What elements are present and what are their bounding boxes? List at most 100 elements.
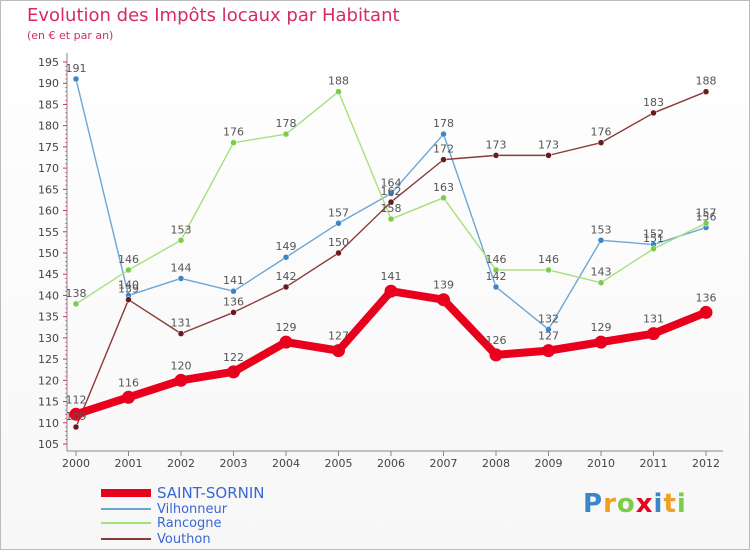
y-tick-label: 170 — [38, 162, 59, 175]
data-label-vilhonneur: 153 — [591, 223, 612, 236]
legend-item-vouthon: Vouthon — [101, 531, 211, 547]
y-tick-label: 130 — [38, 332, 59, 345]
data-point-rancogne — [597, 279, 605, 286]
data-point-saint-sornin — [122, 390, 135, 404]
data-point-saint-sornin — [594, 335, 608, 349]
data-point-saint-sornin — [699, 305, 713, 319]
data-point-vilhonneur — [177, 275, 185, 282]
proxiti-logo: Proxiti — [583, 489, 687, 519]
data-label-vilhonneur: 164 — [381, 177, 402, 190]
data-label-vouthon: 188 — [696, 75, 717, 88]
data-point-rancogne — [335, 88, 342, 95]
data-label-rancogne: 158 — [381, 202, 402, 215]
x-tick-label: 2008 — [482, 457, 510, 470]
y-tick-label: 150 — [38, 247, 59, 260]
data-point-vouthon — [650, 109, 657, 117]
data-label-vilhonneur: 152 — [643, 228, 664, 241]
legend-label-rancogne: Rancogne — [157, 515, 222, 531]
x-tick-label: 2007 — [430, 457, 458, 470]
y-tick-label: 125 — [38, 353, 59, 366]
data-point-vouthon — [177, 330, 185, 337]
data-point-rancogne — [702, 220, 710, 227]
data-label-rancogne: 157 — [696, 206, 717, 219]
data-label-vilhonneur: 149 — [276, 240, 297, 253]
data-label-rancogne: 146 — [538, 253, 559, 266]
data-point-vilhonneur — [440, 130, 447, 138]
data-label-saint-sornin: 131 — [643, 313, 664, 326]
data-label-saint-sornin: 127 — [328, 330, 349, 343]
data-label-vouthon: 139 — [118, 283, 139, 296]
data-point-saint-sornin — [332, 344, 345, 358]
series-line-saint-sornin — [72, 287, 710, 419]
logo-letter: i — [653, 489, 664, 519]
data-point-vilhonneur — [282, 253, 290, 261]
data-label-vilhonneur: 140 — [118, 278, 139, 291]
x-tick-label: 2009 — [535, 457, 563, 470]
data-label-saint-sornin: 136 — [696, 291, 717, 304]
x-tick-label: 2010 — [587, 457, 615, 470]
data-label-rancogne: 153 — [171, 223, 192, 236]
data-label-rancogne: 178 — [276, 117, 297, 130]
data-point-rancogne — [387, 215, 395, 223]
data-point-vouthon — [387, 198, 395, 206]
data-label-vouthon: 162 — [381, 185, 402, 198]
legend-label-saint-sornin: SAINT-SORNIN — [157, 484, 265, 502]
logo-letter: t — [663, 489, 677, 519]
legend-label-vilhonneur: Vilhonneur — [157, 501, 228, 517]
data-point-rancogne — [72, 300, 80, 308]
data-point-vouthon — [125, 296, 132, 303]
data-label-saint-sornin: 126 — [486, 334, 507, 347]
data-point-rancogne — [650, 245, 657, 253]
data-label-vouthon: 173 — [486, 138, 507, 151]
data-label-vouthon: 150 — [328, 236, 349, 249]
data-point-saint-sornin — [227, 365, 240, 379]
logo-letter: P — [583, 489, 604, 519]
logo-letter: o — [616, 489, 636, 519]
data-label-saint-sornin: 127 — [538, 330, 559, 343]
data-label-vouthon: 131 — [171, 317, 192, 330]
x-tick-label: 2002 — [167, 457, 195, 470]
data-label-saint-sornin: 120 — [171, 359, 192, 372]
data-label-rancogne: 143 — [591, 266, 612, 279]
data-label-saint-sornin: 122 — [223, 351, 244, 364]
data-point-rancogne — [177, 237, 185, 244]
data-point-vilhonneur — [545, 326, 552, 333]
data-point-rancogne — [125, 266, 132, 274]
y-tick-label: 155 — [38, 226, 59, 239]
data-label-vilhonneur: 178 — [433, 117, 454, 130]
data-label-vouthon: 136 — [223, 295, 244, 308]
data-point-rancogne — [492, 266, 500, 274]
data-point-saint-sornin — [647, 327, 660, 341]
data-point-vilhonneur — [230, 287, 237, 295]
legend-item-vilhonneur: Vilhonneur — [101, 501, 227, 517]
data-point-saint-sornin — [384, 284, 398, 298]
x-tick-label: 2012 — [692, 457, 720, 470]
data-label-vilhonneur: 144 — [171, 261, 192, 274]
legend-item-saint-sornin: SAINT-SORNIN — [101, 484, 265, 502]
logo-letter: i — [676, 489, 687, 519]
data-label-vouthon: 109 — [66, 410, 87, 423]
data-label-rancogne: 146 — [118, 253, 139, 266]
data-point-vilhonneur — [387, 190, 395, 197]
x-tick-label: 2005 — [325, 457, 353, 470]
data-point-vilhonneur — [72, 75, 80, 83]
y-tick-label: 180 — [38, 120, 59, 133]
legend-swatch-rancogne — [101, 522, 151, 524]
data-point-vilhonneur — [335, 220, 342, 227]
data-point-vouthon — [492, 152, 500, 159]
series-line-vouthon — [75, 91, 707, 428]
data-label-rancogne: 188 — [328, 75, 349, 88]
y-tick-label: 135 — [38, 311, 59, 324]
data-label-vilhonneur: 142 — [486, 270, 507, 283]
data-point-saint-sornin — [69, 407, 83, 421]
legend-item-rancogne: Rancogne — [101, 515, 222, 531]
data-label-vouthon: 176 — [591, 126, 612, 139]
legend-label-vouthon: Vouthon — [157, 531, 211, 547]
data-point-saint-sornin — [542, 344, 555, 358]
y-tick-label: 120 — [38, 374, 59, 387]
y-tick-label: 160 — [38, 205, 59, 218]
data-label-vouthon: 183 — [643, 96, 664, 109]
y-tick-label: 190 — [38, 77, 59, 90]
